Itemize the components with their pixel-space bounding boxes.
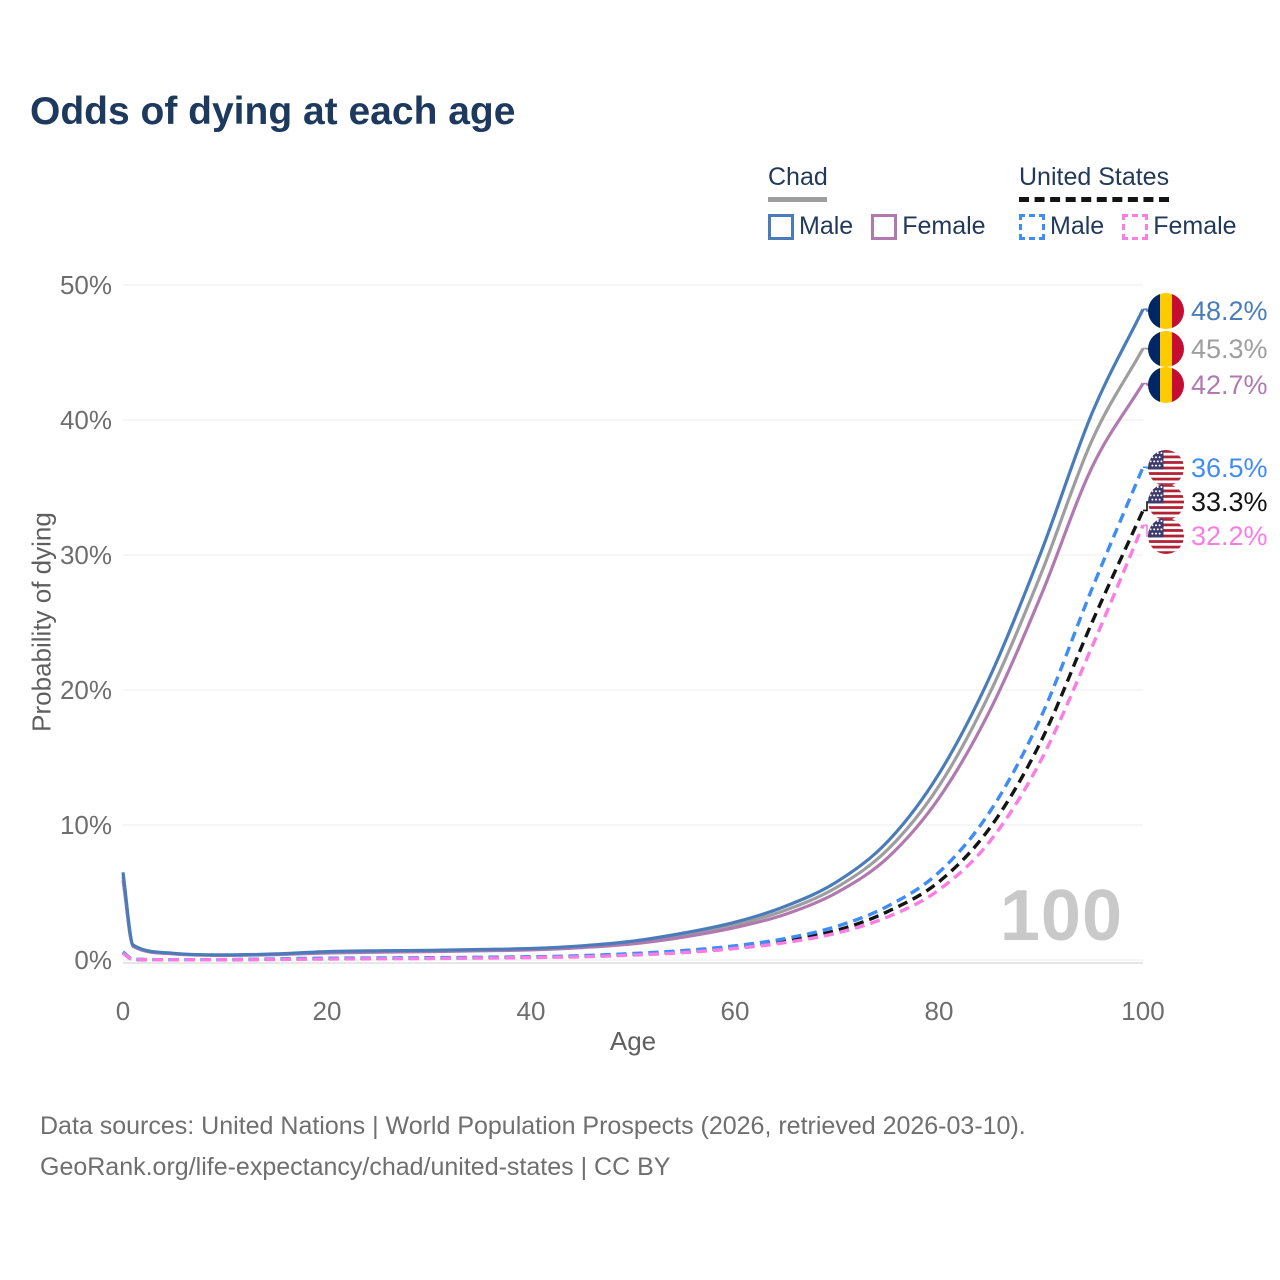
us-female-swatch[interactable] bbox=[1122, 213, 1149, 240]
chad-male-label[interactable]: Male bbox=[799, 212, 854, 240]
x-tick-label: 100 bbox=[1121, 996, 1164, 1026]
y-tick-label: 30% bbox=[60, 540, 112, 570]
us-combined-line-sample bbox=[1019, 197, 1169, 202]
page-title: Odds of dying at each age bbox=[30, 90, 516, 133]
x-tick-label: 20 bbox=[313, 996, 342, 1026]
x-tick-label: 40 bbox=[517, 996, 546, 1026]
series-line-us-all[interactable] bbox=[121, 509, 1145, 962]
end-value: 36.5% bbox=[1191, 452, 1268, 483]
end-label-us-male: 36.5% bbox=[1148, 450, 1268, 486]
series-line-chad-male[interactable] bbox=[121, 308, 1145, 957]
y-tick-label: 10% bbox=[60, 810, 112, 840]
hovered-age-watermark: 100 bbox=[999, 876, 1123, 956]
series-line-us-female[interactable] bbox=[122, 524, 1145, 962]
x-tick-label: 60 bbox=[721, 996, 750, 1026]
end-value: 48.2% bbox=[1191, 295, 1268, 326]
end-value: 45.3% bbox=[1191, 333, 1268, 364]
x-tick-label: 80 bbox=[925, 996, 954, 1026]
x-tick-label: 0 bbox=[116, 996, 130, 1026]
series-line-chad-female[interactable] bbox=[121, 382, 1145, 958]
chad-male-swatch[interactable] bbox=[768, 213, 794, 240]
y-tick-label: 0% bbox=[74, 945, 112, 975]
series-line-chad-all[interactable] bbox=[121, 347, 1145, 957]
legend-group-us: United States Male Female bbox=[1019, 163, 1255, 241]
chad-flag-icon bbox=[1148, 367, 1184, 403]
legend-group-chad: Chad Male Female bbox=[768, 163, 1004, 241]
chad-combined-line-sample bbox=[768, 197, 827, 202]
footer: Data sources: United Nations | World Pop… bbox=[40, 1106, 1026, 1187]
end-label-chad-all: 45.3% bbox=[1148, 331, 1268, 367]
chad-female-label[interactable]: Female bbox=[902, 212, 986, 240]
chad-flag-icon bbox=[1148, 293, 1184, 329]
legend-us-title[interactable]: United States bbox=[1019, 163, 1170, 191]
end-label-us-all: 33.3% bbox=[1148, 484, 1268, 520]
y-tick-label: 50% bbox=[60, 270, 112, 300]
us-flag-icon bbox=[1148, 518, 1184, 554]
end-label-chad-female: 42.7% bbox=[1148, 367, 1268, 403]
end-label-us-female: 32.2% bbox=[1148, 518, 1268, 554]
us-female-label[interactable]: Female bbox=[1153, 212, 1237, 240]
y-tick-label: 40% bbox=[60, 405, 112, 435]
x-axis-title: Age bbox=[609, 1026, 657, 1056]
footer-data-sources: Data sources: United Nations | World Pop… bbox=[40, 1112, 1026, 1140]
footer-attribution: GeoRank.org/life-expectancy/chad/united-… bbox=[40, 1152, 671, 1181]
us-male-label[interactable]: Male bbox=[1050, 212, 1105, 240]
us-flag-icon bbox=[1148, 450, 1184, 486]
chad-flag-icon bbox=[1148, 331, 1184, 367]
end-value: 42.7% bbox=[1191, 369, 1268, 400]
end-value: 33.3% bbox=[1191, 486, 1268, 517]
us-flag-icon bbox=[1148, 484, 1184, 520]
end-label-chad-male: 48.2% bbox=[1148, 293, 1268, 329]
chad-female-swatch[interactable] bbox=[871, 213, 898, 240]
end-value: 32.2% bbox=[1191, 520, 1268, 551]
legend-chad-title[interactable]: Chad bbox=[768, 163, 828, 191]
y-axis-title: Probability of dying bbox=[26, 512, 57, 732]
y-tick-label: 20% bbox=[60, 675, 112, 705]
us-male-swatch[interactable] bbox=[1019, 213, 1045, 240]
